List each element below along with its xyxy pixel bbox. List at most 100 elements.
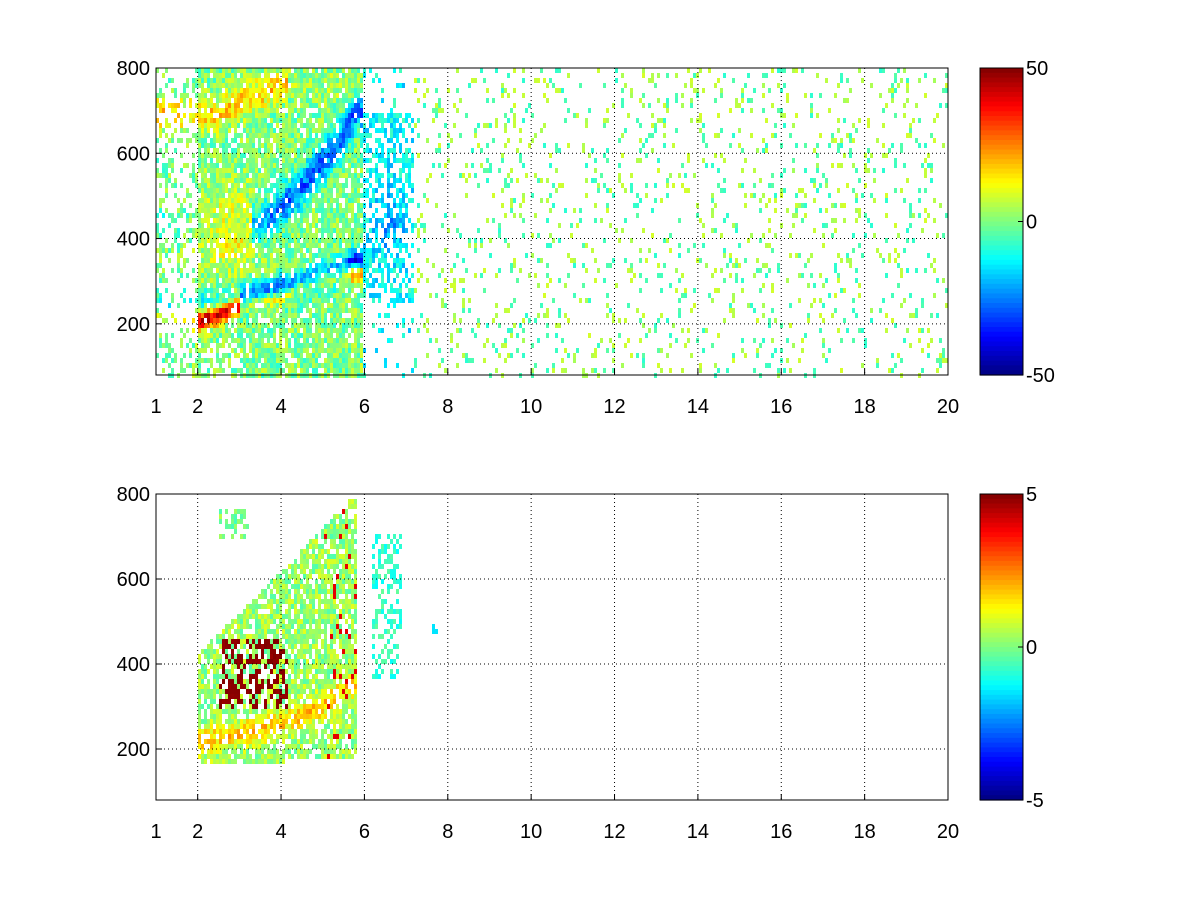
heatmap-cell — [252, 83, 255, 88]
heatmap-cell — [825, 183, 828, 188]
heatmap-cell — [405, 153, 408, 158]
heatmap-cell — [327, 78, 330, 83]
heatmap-cell — [306, 353, 309, 358]
heatmap-cell — [246, 203, 249, 208]
heatmap-cell — [567, 253, 570, 258]
heatmap-cell — [363, 273, 366, 278]
heatmap-cell — [336, 158, 339, 163]
heatmap-cell — [921, 348, 924, 353]
heatmap-cell — [348, 98, 351, 103]
heatmap-cell — [237, 263, 240, 268]
heatmap-cell — [240, 73, 243, 78]
heatmap-cell — [300, 358, 303, 363]
heatmap-cell — [291, 348, 294, 353]
heatmap-cell — [255, 298, 258, 303]
heatmap-cell — [234, 178, 237, 183]
heatmap-cell — [225, 148, 228, 153]
heatmap-cell — [327, 143, 330, 148]
heatmap-cell — [159, 243, 162, 248]
heatmap-cell — [168, 303, 171, 308]
heatmap-cell — [513, 123, 516, 128]
heatmap-cell — [561, 338, 564, 343]
heatmap-cell — [429, 293, 432, 298]
heatmap-cell — [279, 238, 282, 243]
heatmap-cell — [210, 198, 213, 203]
heatmap-cell — [390, 213, 393, 218]
heatmap-cell — [321, 303, 324, 308]
heatmap-cell — [228, 98, 231, 103]
heatmap-cell — [219, 108, 222, 113]
heatmap-cell — [231, 78, 234, 83]
heatmap-cell — [624, 188, 627, 193]
heatmap-cell — [330, 88, 333, 93]
heatmap-cell — [348, 133, 351, 138]
heatmap-cell — [315, 338, 318, 343]
heatmap-cell — [819, 313, 822, 318]
heatmap-cell — [225, 158, 228, 163]
heatmap-cell — [303, 148, 306, 153]
heatmap-cell — [381, 253, 384, 258]
heatmap-cell — [930, 263, 933, 268]
heatmap-cell — [228, 223, 231, 228]
heatmap-cell — [186, 128, 189, 133]
heatmap-cell — [192, 113, 195, 118]
heatmap-cell — [351, 233, 354, 238]
heatmap-cell — [246, 253, 249, 258]
heatmap-cell — [918, 188, 921, 193]
heatmap-cell — [336, 148, 339, 153]
heatmap-cell — [834, 293, 837, 298]
heatmap-cell — [453, 278, 456, 283]
heatmap-cell — [489, 253, 492, 258]
heatmap-cell — [201, 78, 204, 83]
heatmap-cell — [285, 253, 288, 258]
heatmap-cell — [372, 153, 375, 158]
heatmap-cell — [276, 158, 279, 163]
heatmap-cell — [906, 83, 909, 88]
heatmap-cell — [354, 83, 357, 88]
heatmap-cell — [252, 198, 255, 203]
heatmap-cell — [249, 103, 252, 108]
heatmap-cell — [693, 243, 696, 248]
heatmap-cell — [222, 153, 225, 158]
heatmap-cell — [255, 243, 258, 248]
heatmap-cell — [321, 218, 324, 223]
heatmap-cell — [369, 118, 372, 123]
heatmap-cell — [261, 288, 264, 293]
heatmap-cell — [246, 218, 249, 223]
heatmap-cell — [162, 368, 165, 373]
heatmap-cell — [336, 213, 339, 218]
heatmap-cell — [243, 163, 246, 168]
heatmap-cell — [294, 193, 297, 198]
heatmap-cell — [213, 168, 216, 173]
heatmap-cell — [324, 103, 327, 108]
heatmap-cell — [303, 208, 306, 213]
heatmap-cell — [267, 363, 270, 368]
heatmap-cell — [306, 213, 309, 218]
heatmap-cell — [630, 268, 633, 273]
heatmap-cell — [621, 103, 624, 108]
heatmap-cell — [840, 73, 843, 78]
heatmap-cell — [330, 288, 333, 293]
heatmap-cell — [306, 123, 309, 128]
heatmap-cell — [171, 213, 174, 218]
heatmap-cell — [714, 228, 717, 233]
heatmap-cell — [378, 138, 381, 143]
heatmap-cell — [252, 293, 255, 298]
heatmap-cell — [300, 173, 303, 178]
heatmap-cell — [438, 103, 441, 108]
heatmap-cell — [375, 188, 378, 193]
heatmap-cell — [258, 113, 261, 118]
heatmap-cell — [498, 268, 501, 273]
heatmap-cell — [231, 223, 234, 228]
heatmap-cell — [732, 308, 735, 313]
heatmap-cell — [321, 133, 324, 138]
heatmap-cell — [198, 83, 201, 88]
heatmap-cell — [237, 198, 240, 203]
heatmap-cell — [222, 208, 225, 213]
heatmap-cell — [309, 238, 312, 243]
heatmap-cell — [342, 223, 345, 228]
heatmap-cell — [837, 118, 840, 123]
heatmap-cell — [342, 183, 345, 188]
heatmap-cell — [162, 243, 165, 248]
heatmap-cell — [396, 83, 399, 88]
